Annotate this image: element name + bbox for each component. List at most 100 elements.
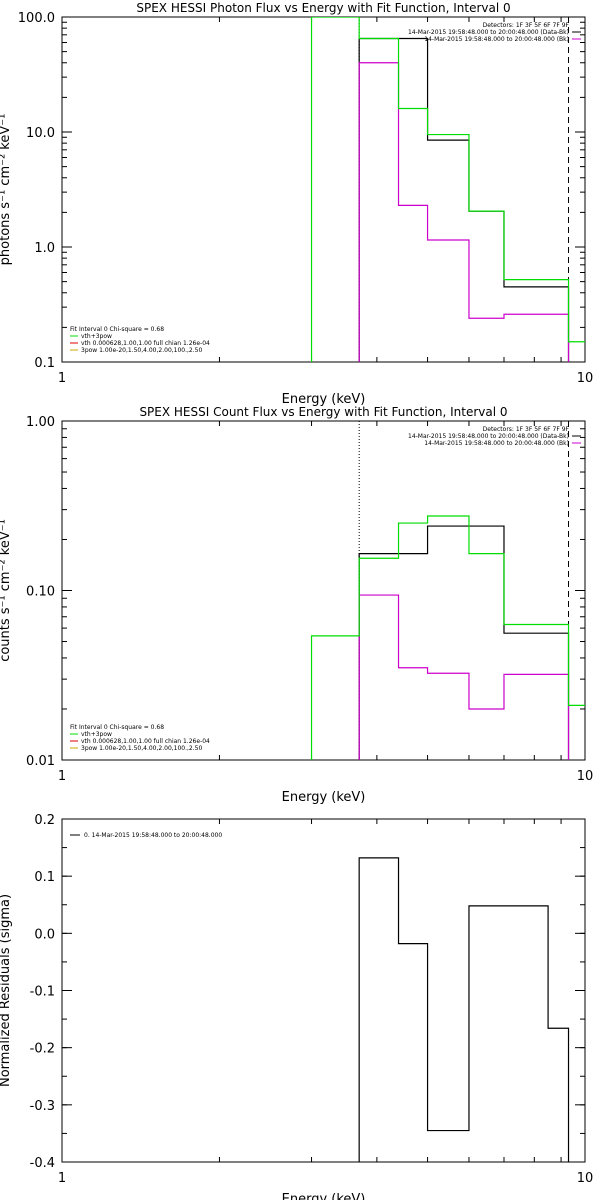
legend-entry: Detectors: 1F 3F 5F 6F 7F 9F: [483, 22, 570, 29]
data-bin: [399, 38, 428, 40]
y-tick-label: -0.3: [30, 1099, 55, 1114]
y-axis: -0.4 -0.3 -0.2 -0.1 0.0 0.1 0.2: [30, 813, 585, 1171]
chart-panel-2: SPEX HESSI Count Flux vs Energy with Fit…: [0, 405, 593, 805]
legend-entry: Detectors: 1F 3F 5F 6F 7F 9F: [483, 426, 570, 433]
data-bin: [469, 905, 504, 907]
legend-entry: vth 0.000628,1.00,1.00 full chian 1.26e-…: [81, 738, 210, 745]
data-bin: [312, 635, 360, 637]
legend-top-right: Detectors: 1F 3F 5F 6F 7F 9F14-Mar-2015 …: [408, 22, 581, 43]
data-bin: [428, 525, 469, 527]
x-tick-label: 10: [577, 371, 594, 386]
y-axis-label: photons s⁻¹ cm⁻² keV⁻¹: [0, 114, 13, 266]
legend-entry: 14-Mar-2015 19:58:48.000 to 20:00:48.000…: [424, 36, 569, 43]
legend-top-left: 0. 14-Mar-2015 19:58:48.000 to 20:00:48.…: [70, 832, 222, 839]
data-bin: [359, 594, 398, 596]
y-tick-label: 1.00: [26, 415, 55, 430]
legend-entry: vth+3pow: [81, 731, 112, 738]
series-3: [310, 16, 585, 362]
data-bin: [359, 553, 398, 555]
data-bin: [548, 313, 568, 315]
data-bin: [548, 279, 568, 281]
legend-entry: vth 0.000628,1.00,1.00 full chian 1.26e-…: [81, 340, 210, 347]
data-bin: [548, 624, 568, 626]
legend-entry: Fit Interval 0 Chi-square = 0.68: [70, 724, 164, 731]
chart-title: SPEX HESSI Count Flux vs Energy with Fit…: [139, 405, 507, 419]
data-bin: [428, 239, 469, 241]
data-bin: [504, 632, 548, 634]
data-bin: [312, 16, 360, 18]
y-tick-label: 0.01: [26, 754, 55, 769]
step-line: [358, 594, 570, 760]
data-bin: [399, 667, 428, 669]
data-bin: [428, 515, 469, 517]
data-bin: [359, 38, 398, 40]
y-axis-label: Normalized Residuals (sigma): [0, 894, 13, 1087]
step-line: [358, 62, 570, 362]
step-line: [358, 525, 570, 760]
plot-frame: [61, 16, 586, 363]
data-bin: [359, 62, 398, 64]
data-bin: [504, 286, 548, 288]
data-bin: [359, 857, 398, 859]
legend-entry: 14-Mar-2015 19:58:48.000 to 20:00:48.000…: [408, 29, 569, 36]
data-bin: [359, 557, 398, 559]
x-axis-label: Energy (keV): [282, 790, 366, 805]
data-bin: [469, 525, 504, 527]
legend-bottom-left: Fit Interval 0 Chi-square = 0.68vth+3pow…: [70, 326, 210, 354]
y-axis: 0.01 0.10 1.00: [26, 415, 585, 769]
y-tick-label: 0.10: [26, 585, 55, 600]
series-3: [310, 515, 585, 760]
plot-area: [310, 421, 585, 760]
x-tick-label: 1: [58, 1171, 66, 1186]
y-tick-label: 10.0: [26, 126, 55, 141]
y-tick-label: 0.2: [34, 813, 55, 828]
data-bin: [548, 632, 568, 634]
data-bin: [504, 905, 548, 907]
data-bin: [504, 624, 548, 626]
legend-top-right: Detectors: 1F 3F 5F 6F 7F 9F14-Mar-2015 …: [408, 426, 581, 447]
plot-area: [358, 857, 570, 1162]
legend-entry: 3pow 1.00e-20,1.50,4.00,2.00,100.,2.50: [81, 347, 202, 354]
data-bin: [428, 672, 469, 674]
legend-entry: vth+3pow: [81, 333, 112, 340]
data-bin: [399, 522, 428, 524]
data-bin: [548, 1027, 568, 1029]
x-axis: 1 10: [58, 819, 593, 1186]
x-tick-label: 10: [577, 769, 594, 784]
step-line: [358, 857, 570, 1162]
chart-panel-1: SPEX HESSI Photon Flux vs Energy with Fi…: [0, 1, 593, 407]
x-axis: 1 10: [58, 421, 593, 784]
data-bin: [548, 673, 568, 675]
x-axis-label: Energy (keV): [282, 1192, 366, 1200]
data-bin: [469, 553, 504, 555]
plot-frame: [61, 420, 586, 761]
y-tick-label: 0.0: [34, 927, 55, 942]
legend-entry: 14-Mar-2015 19:58:48.000 to 20:00:48.000…: [408, 433, 569, 440]
series-1: [358, 857, 570, 1162]
data-bin: [428, 139, 469, 141]
data-bin: [569, 341, 585, 343]
data-bin: [569, 704, 585, 706]
data-bin: [399, 943, 428, 945]
data-bin: [469, 210, 504, 212]
y-tick-label: -0.4: [30, 1156, 55, 1171]
y-axis-label: counts s⁻¹ cm⁻² keV⁻¹: [0, 519, 13, 662]
y-tick-label: -0.2: [30, 1042, 55, 1057]
data-bin: [428, 1130, 469, 1132]
step-line: [310, 515, 585, 760]
data-bin: [504, 313, 548, 315]
data-bin: [428, 134, 469, 136]
plot-frame: [61, 818, 586, 1163]
legend-entry: 0. 14-Mar-2015 19:58:48.000 to 20:00:48.…: [84, 832, 222, 839]
data-bin: [469, 708, 504, 710]
y-tick-label: -0.1: [30, 985, 55, 1000]
legend-bottom-left: Fit Interval 0 Chi-square = 0.68vth+3pow…: [70, 724, 210, 752]
x-tick-label: 10: [577, 1171, 594, 1186]
data-bin: [399, 553, 428, 555]
data-bin: [469, 317, 504, 319]
data-bin: [548, 286, 568, 288]
chart-title: SPEX HESSI Photon Flux vs Energy with Fi…: [136, 1, 510, 15]
plot-area: [310, 16, 585, 362]
x-axis-label: Energy (keV): [282, 392, 366, 407]
